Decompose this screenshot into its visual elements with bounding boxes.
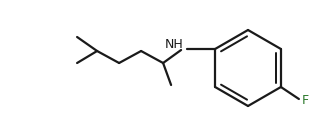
Text: NH: NH [164,39,183,51]
Text: F: F [302,94,309,108]
